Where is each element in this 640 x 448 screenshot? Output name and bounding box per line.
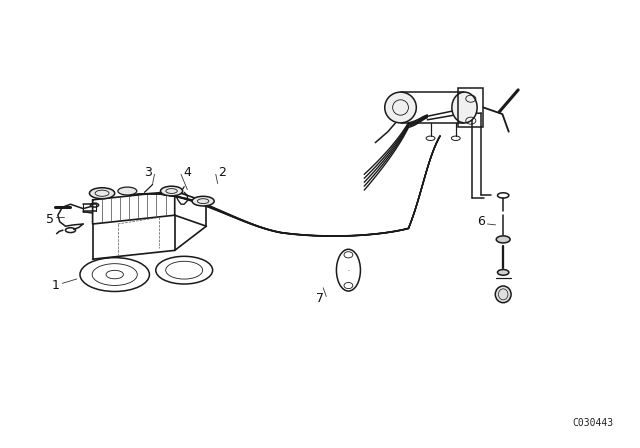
Text: 3: 3 <box>144 166 152 179</box>
Ellipse shape <box>452 92 477 123</box>
Ellipse shape <box>118 187 137 195</box>
Ellipse shape <box>495 286 511 303</box>
Ellipse shape <box>496 236 510 243</box>
Text: 6: 6 <box>477 215 485 228</box>
Ellipse shape <box>497 270 509 275</box>
Text: 7: 7 <box>316 292 324 305</box>
Ellipse shape <box>192 196 214 206</box>
Text: 4: 4 <box>184 166 191 179</box>
Text: C030443: C030443 <box>573 418 614 428</box>
Text: 1: 1 <box>52 279 60 292</box>
Ellipse shape <box>161 186 182 196</box>
Text: 5: 5 <box>45 213 54 226</box>
Ellipse shape <box>90 188 115 199</box>
Text: 2: 2 <box>218 166 226 179</box>
Ellipse shape <box>385 92 417 123</box>
